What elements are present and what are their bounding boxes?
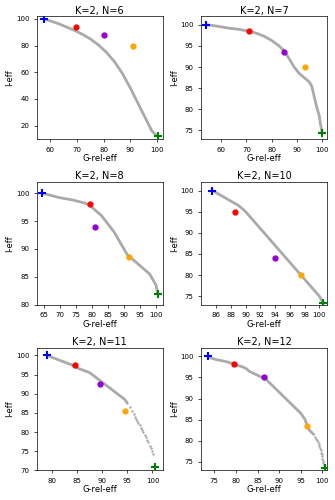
X-axis label: G-rel-eff: G-rel-eff xyxy=(247,154,281,163)
Title: K=2, N=11: K=2, N=11 xyxy=(72,337,127,347)
Y-axis label: I-eff: I-eff xyxy=(170,70,179,86)
Title: K=2, N=8: K=2, N=8 xyxy=(75,172,124,181)
Y-axis label: I-eff: I-eff xyxy=(170,235,179,252)
Y-axis label: I-eff: I-eff xyxy=(6,400,14,417)
Title: K=2, N=10: K=2, N=10 xyxy=(237,172,291,181)
Y-axis label: I-eff: I-eff xyxy=(6,235,14,252)
X-axis label: G-rel-eff: G-rel-eff xyxy=(82,154,117,163)
X-axis label: G-rel-eff: G-rel-eff xyxy=(82,486,117,494)
Y-axis label: I-eff: I-eff xyxy=(6,70,14,86)
Y-axis label: I-eff: I-eff xyxy=(170,400,179,417)
X-axis label: G-rel-eff: G-rel-eff xyxy=(247,486,281,494)
Title: K=2, N=6: K=2, N=6 xyxy=(75,6,124,16)
Title: K=2, N=12: K=2, N=12 xyxy=(237,337,291,347)
X-axis label: G-rel-eff: G-rel-eff xyxy=(247,320,281,328)
X-axis label: G-rel-eff: G-rel-eff xyxy=(82,320,117,328)
Title: K=2, N=7: K=2, N=7 xyxy=(240,6,288,16)
